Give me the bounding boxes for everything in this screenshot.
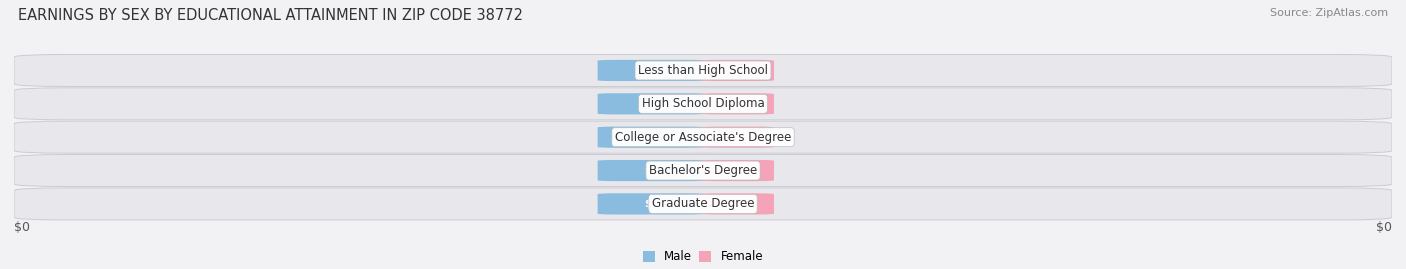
FancyBboxPatch shape xyxy=(598,60,704,81)
FancyBboxPatch shape xyxy=(14,154,1392,187)
FancyBboxPatch shape xyxy=(702,160,773,181)
Text: Bachelor's Degree: Bachelor's Degree xyxy=(650,164,756,177)
FancyBboxPatch shape xyxy=(14,88,1392,120)
FancyBboxPatch shape xyxy=(14,121,1392,153)
FancyBboxPatch shape xyxy=(702,60,773,81)
FancyBboxPatch shape xyxy=(598,193,704,214)
FancyBboxPatch shape xyxy=(598,93,704,114)
Text: Source: ZipAtlas.com: Source: ZipAtlas.com xyxy=(1270,8,1388,18)
Text: $0: $0 xyxy=(730,99,745,109)
FancyBboxPatch shape xyxy=(598,127,704,148)
Text: $0: $0 xyxy=(644,99,658,109)
Text: High School Diploma: High School Diploma xyxy=(641,97,765,110)
Text: $0: $0 xyxy=(730,165,745,176)
Text: College or Associate's Degree: College or Associate's Degree xyxy=(614,131,792,144)
Legend: Male, Female: Male, Female xyxy=(638,246,768,268)
FancyBboxPatch shape xyxy=(14,54,1392,87)
Text: $0: $0 xyxy=(644,199,658,209)
Text: Graduate Degree: Graduate Degree xyxy=(652,197,754,210)
Text: $0: $0 xyxy=(644,132,658,142)
FancyBboxPatch shape xyxy=(702,193,773,214)
Text: $0: $0 xyxy=(644,65,658,76)
Text: $0: $0 xyxy=(730,199,745,209)
Text: EARNINGS BY SEX BY EDUCATIONAL ATTAINMENT IN ZIP CODE 38772: EARNINGS BY SEX BY EDUCATIONAL ATTAINMEN… xyxy=(18,8,523,23)
Text: $0: $0 xyxy=(730,132,745,142)
Text: $0: $0 xyxy=(1376,221,1392,233)
Text: $0: $0 xyxy=(644,165,658,176)
Text: $0: $0 xyxy=(730,65,745,76)
FancyBboxPatch shape xyxy=(598,160,704,181)
FancyBboxPatch shape xyxy=(702,127,773,148)
Text: $0: $0 xyxy=(14,221,30,233)
FancyBboxPatch shape xyxy=(702,93,773,114)
FancyBboxPatch shape xyxy=(14,188,1392,220)
Text: Less than High School: Less than High School xyxy=(638,64,768,77)
